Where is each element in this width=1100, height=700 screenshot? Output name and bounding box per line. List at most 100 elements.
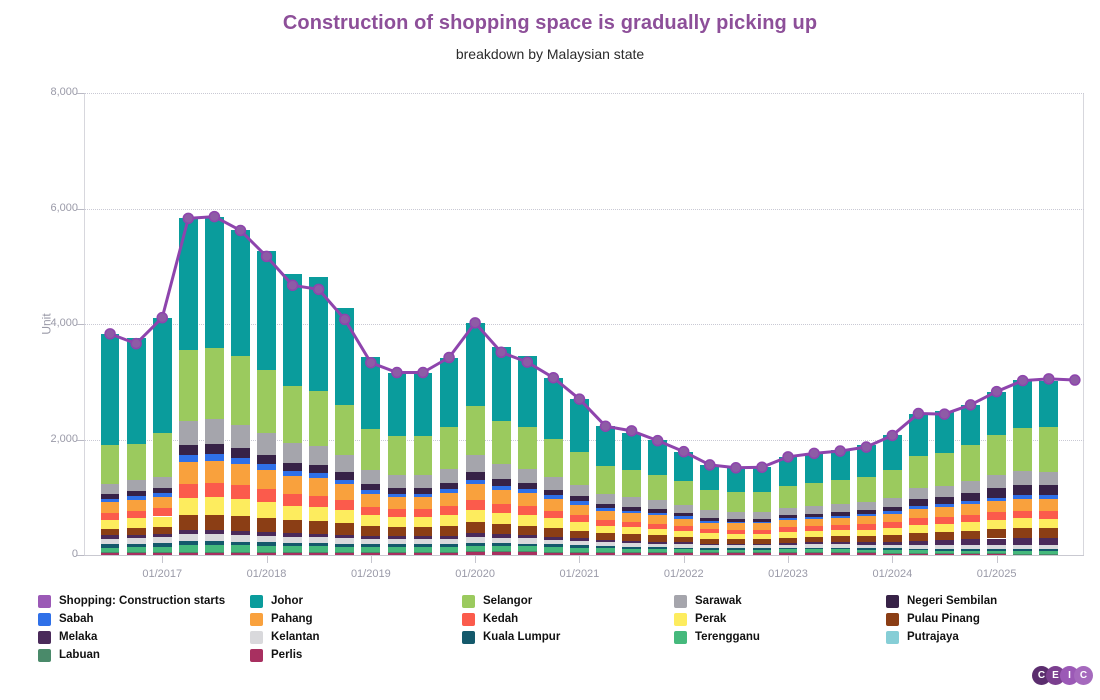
bar-segment[interactable] xyxy=(231,485,250,500)
bar-segment[interactable] xyxy=(152,553,172,555)
bar-segment[interactable] xyxy=(231,447,250,458)
bar-segment[interactable] xyxy=(909,518,928,525)
bar-segment[interactable] xyxy=(491,524,511,535)
bar-segment[interactable] xyxy=(1013,550,1033,554)
bar-segment[interactable] xyxy=(100,333,120,445)
bar-segment[interactable] xyxy=(622,497,641,507)
stacked-bar[interactable] xyxy=(543,93,563,555)
bar-segment[interactable] xyxy=(935,545,954,550)
bar-segment[interactable] xyxy=(648,509,668,514)
bar-segment[interactable] xyxy=(335,479,355,485)
bar-segment[interactable] xyxy=(1013,510,1033,519)
bar-segment[interactable] xyxy=(439,546,459,552)
bar-segment[interactable] xyxy=(909,508,928,519)
bar-segment[interactable] xyxy=(804,505,824,514)
bar-segment[interactable] xyxy=(961,553,980,555)
bar-segment[interactable] xyxy=(596,525,615,534)
stacked-bar[interactable] xyxy=(674,93,694,555)
bar-segment[interactable] xyxy=(100,519,120,530)
bar-segment[interactable] xyxy=(987,544,1007,550)
bar-segment[interactable] xyxy=(909,533,928,541)
bar-segment[interactable] xyxy=(1039,528,1059,539)
bar-segment[interactable] xyxy=(361,428,381,470)
bar-segment[interactable] xyxy=(543,476,563,490)
bar-segment[interactable] xyxy=(283,536,302,543)
bar-segment[interactable] xyxy=(517,427,537,469)
bar-segment[interactable] xyxy=(752,523,772,530)
bar-segment[interactable] xyxy=(361,526,381,536)
bar-segment[interactable] xyxy=(517,535,537,539)
stacked-bar[interactable] xyxy=(830,93,850,555)
stacked-bar[interactable] xyxy=(152,93,172,555)
stacked-bar[interactable] xyxy=(204,93,224,555)
bar-segment[interactable] xyxy=(987,529,1007,539)
bar-segment[interactable] xyxy=(856,552,876,555)
bar-segment[interactable] xyxy=(909,414,928,456)
bar-segment[interactable] xyxy=(674,552,694,553)
bar-segment[interactable] xyxy=(935,485,954,497)
bar-segment[interactable] xyxy=(491,534,511,538)
bar-segment[interactable] xyxy=(126,537,146,544)
bar-segment[interactable] xyxy=(674,530,694,537)
bar-segment[interactable] xyxy=(413,527,433,537)
bar-segment[interactable] xyxy=(491,546,511,552)
bar-segment[interactable] xyxy=(413,373,433,437)
bar-segment[interactable] xyxy=(465,536,485,543)
bar-segment[interactable] xyxy=(596,552,615,555)
bar-segment[interactable] xyxy=(387,493,407,498)
legend-item[interactable]: Negeri Sembilan xyxy=(886,592,997,610)
legend-item[interactable]: Johor xyxy=(250,592,303,610)
stacked-bar[interactable] xyxy=(570,93,589,555)
bar-segment[interactable] xyxy=(309,445,329,466)
bar-segment[interactable] xyxy=(596,546,615,549)
bar-segment[interactable] xyxy=(204,482,224,498)
stacked-bar[interactable] xyxy=(178,93,198,555)
bar-segment[interactable] xyxy=(570,515,589,522)
bar-segment[interactable] xyxy=(204,443,224,455)
bar-segment[interactable] xyxy=(882,435,902,471)
bar-segment[interactable] xyxy=(778,544,798,548)
bar-segment[interactable] xyxy=(752,511,772,519)
legend-item[interactable]: Labuan xyxy=(38,646,100,664)
bar-segment[interactable] xyxy=(283,273,302,387)
bar-segment[interactable] xyxy=(126,553,146,555)
bar-segment[interactable] xyxy=(387,509,407,518)
bar-segment[interactable] xyxy=(465,551,485,553)
bar-segment[interactable] xyxy=(752,467,772,492)
bar-segment[interactable] xyxy=(726,548,746,550)
bar-segment[interactable] xyxy=(178,515,198,531)
legend-item[interactable]: Melaka xyxy=(38,628,97,646)
bar-segment[interactable] xyxy=(961,549,980,551)
bar-segment[interactable] xyxy=(778,527,798,532)
bar-segment[interactable] xyxy=(596,508,615,511)
bar-segment[interactable] xyxy=(335,543,355,547)
bar-segment[interactable] xyxy=(257,552,276,555)
bar-segment[interactable] xyxy=(1039,381,1059,428)
bar-segment[interactable] xyxy=(413,539,433,545)
bar-segment[interactable] xyxy=(335,500,355,511)
bar-segment[interactable] xyxy=(361,551,381,553)
bar-segment[interactable] xyxy=(1039,538,1059,545)
bar-segment[interactable] xyxy=(1013,380,1033,428)
bar-segment[interactable] xyxy=(1039,498,1059,511)
bar-segment[interactable] xyxy=(413,474,433,489)
bar-segment[interactable] xyxy=(596,504,615,509)
stacked-bar[interactable] xyxy=(439,93,459,555)
bar-segment[interactable] xyxy=(596,510,615,520)
bar-segment[interactable] xyxy=(335,405,355,456)
bar-segment[interactable] xyxy=(439,489,459,494)
stacked-bar[interactable] xyxy=(648,93,668,555)
bar-segment[interactable] xyxy=(178,552,198,555)
bar-segment[interactable] xyxy=(204,530,224,535)
bar-segment[interactable] xyxy=(596,540,615,543)
bar-segment[interactable] xyxy=(804,531,824,537)
bar-segment[interactable] xyxy=(100,535,120,539)
bar-segment[interactable] xyxy=(1039,471,1059,486)
bar-segment[interactable] xyxy=(622,510,641,514)
bar-segment[interactable] xyxy=(257,463,276,470)
stacked-bar[interactable] xyxy=(126,93,146,555)
bar-segment[interactable] xyxy=(204,541,224,546)
bar-segment[interactable] xyxy=(596,426,615,466)
bar-segment[interactable] xyxy=(283,462,302,472)
bar-segment[interactable] xyxy=(387,436,407,475)
